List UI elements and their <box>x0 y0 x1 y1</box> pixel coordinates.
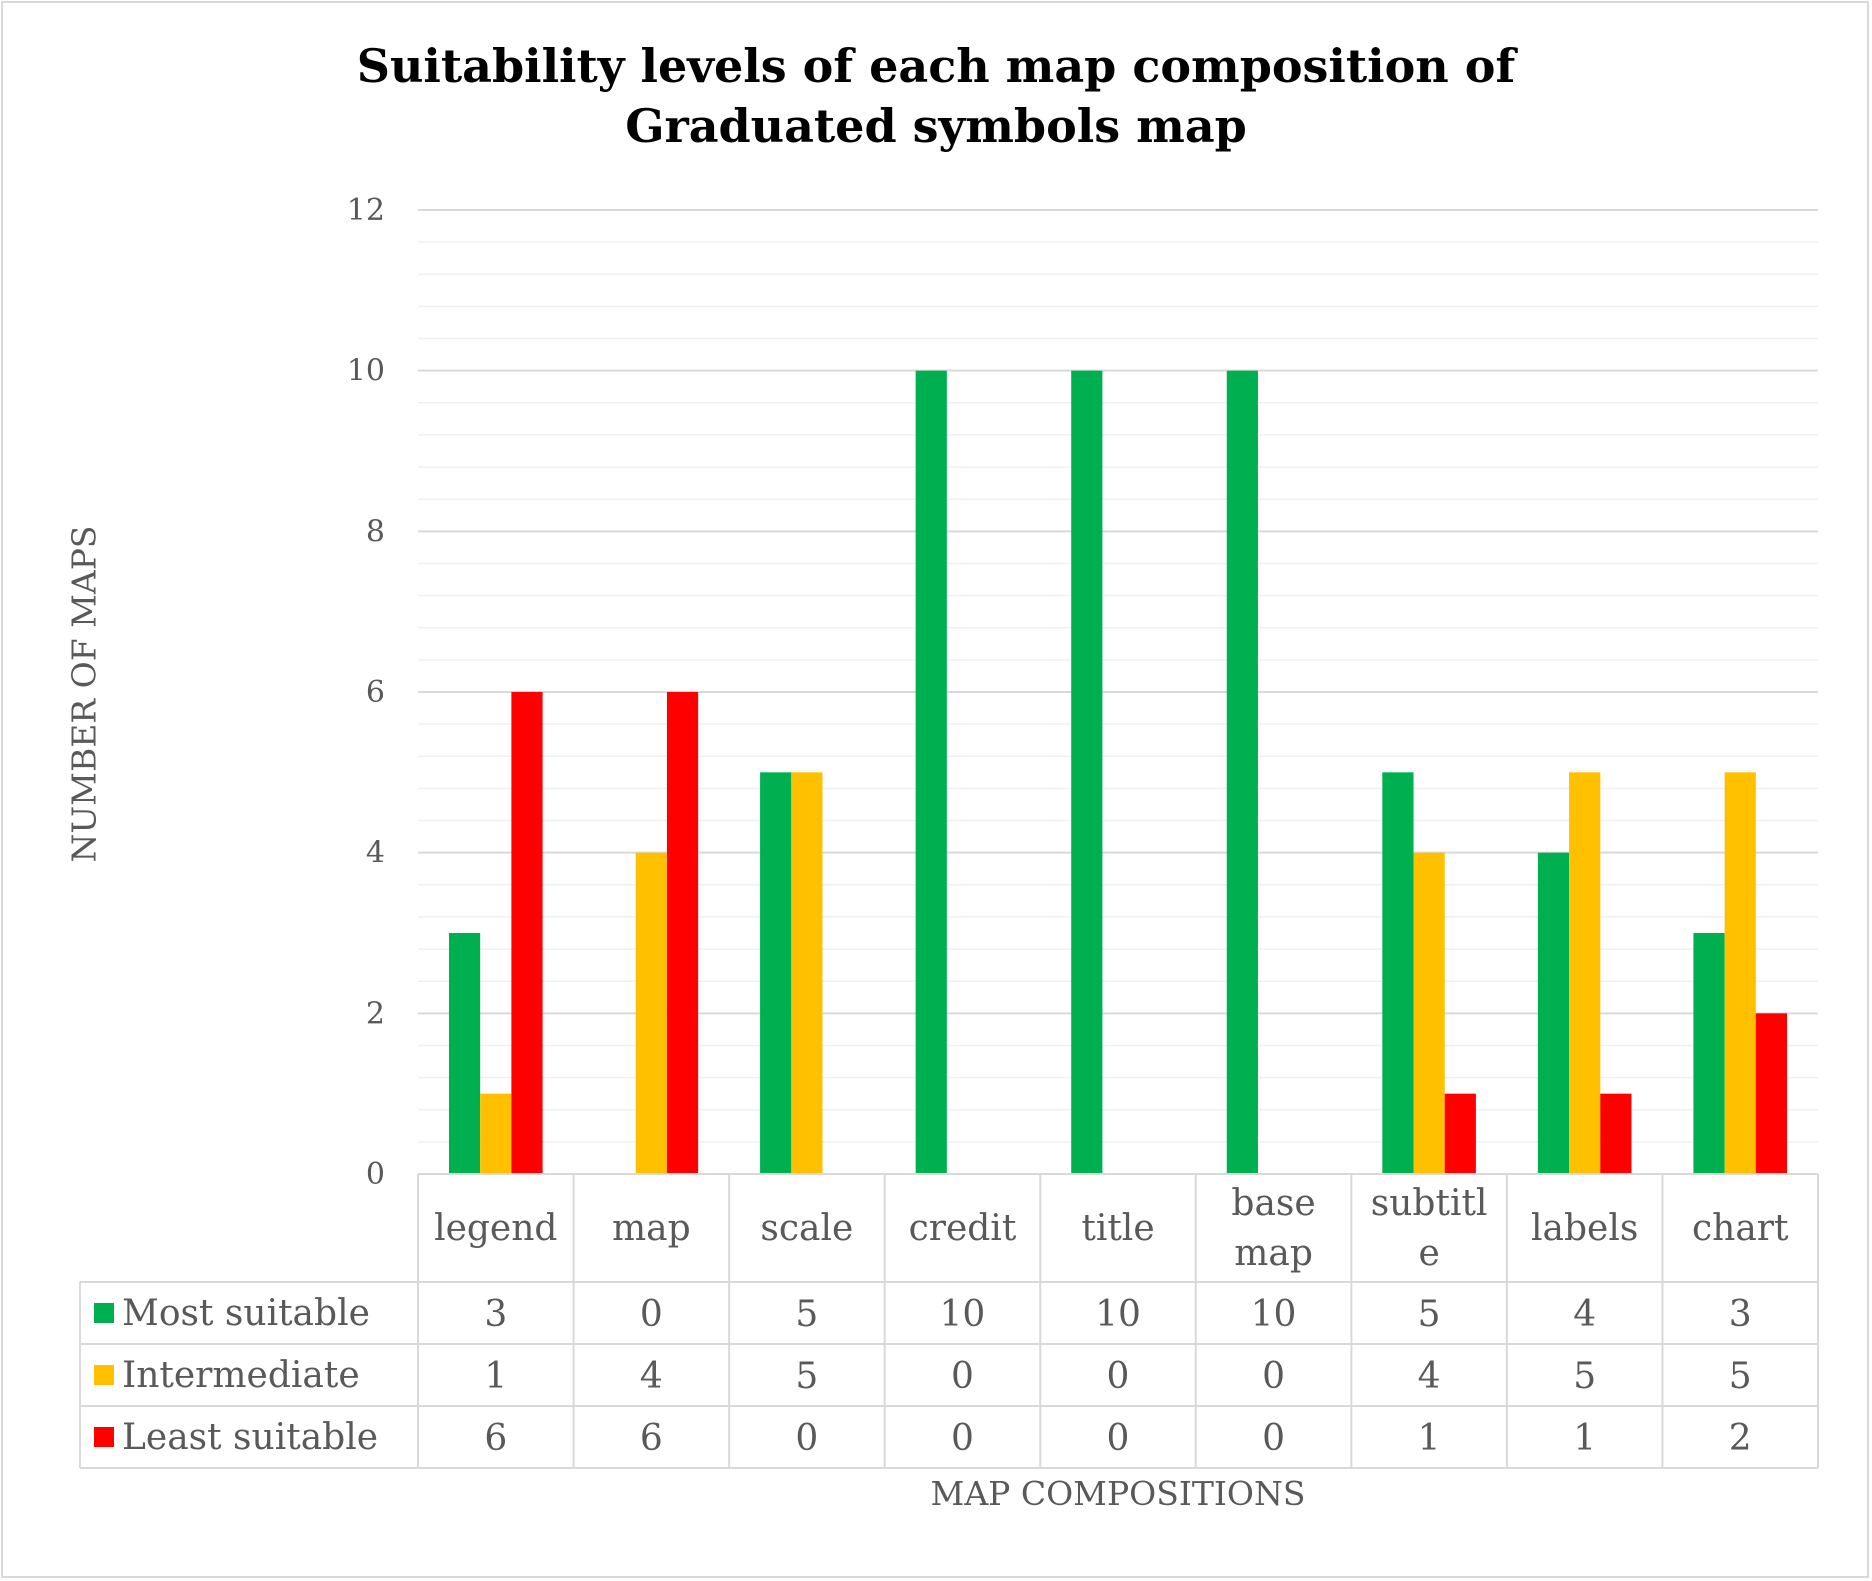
chart-title-line-2: Graduated symbols map <box>625 99 1247 153</box>
category-label: chart <box>1692 1208 1789 1249</box>
category-label: legend <box>434 1208 557 1249</box>
bar <box>1444 1093 1476 1174</box>
data-label: 10 <box>1251 1294 1297 1335</box>
bar <box>511 692 543 1174</box>
data-label: 0 <box>1262 1418 1285 1459</box>
data-label: 0 <box>951 1356 974 1397</box>
bar <box>1226 370 1258 1175</box>
data-label: 0 <box>1262 1356 1285 1397</box>
data-label: 6 <box>484 1418 507 1459</box>
chart-title-line-1: Suitability levels of each map compositi… <box>356 39 1516 93</box>
legend-entry: Most suitable <box>122 1293 370 1334</box>
data-label: 3 <box>484 1294 507 1335</box>
data-label: 5 <box>1573 1356 1596 1397</box>
legend-swatch <box>94 1303 114 1323</box>
legend-swatch <box>94 1365 114 1385</box>
data-label: 0 <box>1107 1418 1130 1459</box>
y-tick-label: 12 <box>347 193 385 228</box>
category-label: e <box>1418 1233 1439 1274</box>
category-label: subtitl <box>1371 1183 1488 1224</box>
data-label: 5 <box>795 1294 818 1335</box>
category-label: credit <box>909 1208 1017 1249</box>
bar <box>1569 772 1601 1174</box>
data-label: 2 <box>1729 1418 1752 1459</box>
y-tick-label: 10 <box>347 354 385 389</box>
bar <box>480 1093 512 1174</box>
legend-swatch <box>94 1427 114 1447</box>
category-label: title <box>1081 1208 1154 1249</box>
y-tick-label: 8 <box>366 514 385 549</box>
data-label: 0 <box>951 1418 974 1459</box>
data-label: 1 <box>484 1356 507 1397</box>
data-label: 5 <box>1729 1356 1752 1397</box>
category-label: map <box>612 1208 691 1249</box>
data-label: 4 <box>1573 1294 1596 1335</box>
chart-title: Suitability levels of each map compositi… <box>0 36 1872 156</box>
data-label: 0 <box>1107 1356 1130 1397</box>
bar <box>666 692 699 1174</box>
y-tick-label: 0 <box>366 1157 385 1192</box>
x-axis-label: MAP COMPOSITIONS <box>930 1474 1306 1513</box>
category-label: labels <box>1531 1208 1638 1249</box>
legend-entry: Intermediate <box>122 1355 360 1396</box>
bar <box>448 933 481 1174</box>
bar <box>915 370 947 1175</box>
bar <box>1537 852 1570 1174</box>
legend-entry: Least suitable <box>122 1417 378 1458</box>
data-label: 4 <box>640 1356 663 1397</box>
data-label: 1 <box>1573 1418 1596 1459</box>
data-label: 0 <box>795 1418 818 1459</box>
category-label: base <box>1231 1183 1315 1224</box>
category-label: map <box>1234 1233 1313 1274</box>
bar <box>635 852 667 1174</box>
data-label: 10 <box>1095 1294 1141 1335</box>
y-tick-label: 4 <box>366 836 385 871</box>
data-label: 4 <box>1418 1356 1441 1397</box>
bar <box>760 772 792 1174</box>
bar <box>1071 370 1103 1175</box>
bar <box>791 772 823 1174</box>
data-label: 10 <box>940 1294 986 1335</box>
data-label: 6 <box>640 1418 663 1459</box>
bar <box>1755 1013 1788 1174</box>
y-tick-label: 6 <box>366 675 385 710</box>
bar <box>1724 772 1756 1174</box>
data-label: 1 <box>1418 1418 1441 1459</box>
bar <box>1600 1093 1632 1174</box>
data-label: 5 <box>795 1356 818 1397</box>
bar <box>1382 772 1414 1174</box>
data-label: 3 <box>1729 1294 1752 1335</box>
data-label: 0 <box>640 1294 663 1335</box>
y-tick-label: 2 <box>366 996 385 1031</box>
category-label: scale <box>760 1208 853 1249</box>
bar <box>1413 852 1445 1174</box>
bar <box>1693 933 1725 1174</box>
data-label: 5 <box>1418 1294 1441 1335</box>
